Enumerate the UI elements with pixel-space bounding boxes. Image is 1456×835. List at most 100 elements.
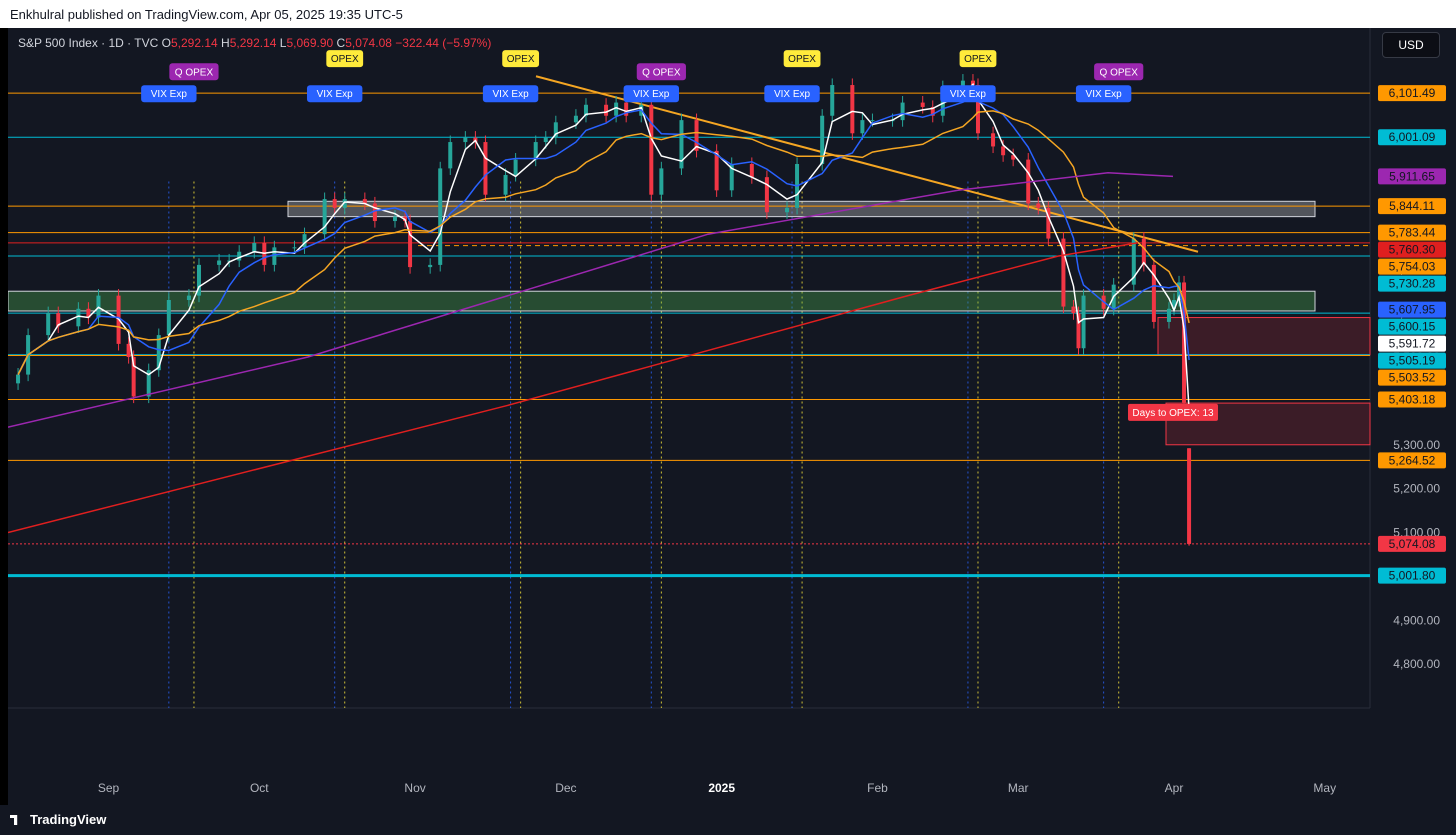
tradingview-icon — [10, 815, 18, 825]
tradingview-logo[interactable]: TradingView — [10, 812, 106, 827]
price-level-label: 5,607.95 — [1389, 303, 1436, 317]
x-tick-label: Nov — [404, 781, 425, 795]
candle-body — [1182, 282, 1187, 403]
event-tag-label: OPEX — [507, 54, 535, 65]
x-tick-label: Sep — [98, 781, 120, 795]
candle-body — [302, 234, 307, 248]
price-level-badge — [1378, 335, 1446, 352]
price-level-label: 5,760.30 — [1389, 243, 1436, 257]
event-tag-vix — [1075, 85, 1132, 103]
candle-body — [975, 85, 980, 134]
ma-blue — [17, 95, 1190, 375]
brand-bar: TradingView — [0, 805, 1456, 835]
candle-body — [920, 102, 925, 107]
low-label: L — [279, 36, 287, 50]
price-level-badge — [1378, 352, 1446, 369]
price-level-badge — [1378, 391, 1446, 408]
candle-body — [272, 247, 277, 265]
candle-body — [583, 104, 588, 116]
event-tag-label: Q OPEX — [642, 67, 681, 78]
event-tag-opex — [959, 50, 997, 68]
candle-body — [1166, 308, 1171, 322]
candle-body — [252, 242, 257, 252]
candle-body — [1177, 282, 1182, 300]
candle-body — [1151, 264, 1156, 322]
price-level-badge — [1378, 241, 1446, 258]
price-level-label: 5,783.44 — [1389, 226, 1436, 240]
candlestick-chart[interactable]: VIX Exp Q OPEX VIX Exp OPEX VIX Exp OPEX VIX E… — [8, 28, 1456, 805]
candle-body — [1076, 313, 1081, 349]
candle-body — [659, 168, 664, 195]
event-tag-label: OPEX — [331, 54, 359, 65]
event-tag-vix — [623, 85, 680, 103]
x-tick-label: Mar — [1008, 781, 1029, 795]
price-level-badge — [1378, 258, 1446, 275]
candle-body — [764, 177, 769, 213]
event-tag-label: Q OPEX — [175, 67, 214, 78]
candle-body — [503, 174, 508, 195]
candle-body — [392, 216, 397, 222]
brand-text: TradingView — [30, 812, 107, 827]
candle-body — [438, 168, 443, 265]
candle-body — [960, 80, 965, 88]
y-tick-label: 4,900.00 — [1393, 613, 1440, 627]
ma-red — [8, 242, 1139, 534]
candle-body — [1001, 146, 1006, 156]
price-level-label: 5,403.18 — [1389, 393, 1436, 407]
candle-body — [56, 313, 61, 327]
open-value: 5,292.14 — [170, 36, 218, 50]
price-level-badge — [1378, 275, 1446, 292]
event-tag-label: Q OPEX — [1100, 67, 1139, 78]
candle-body — [483, 142, 488, 195]
x-tick-label: Apr — [1165, 781, 1184, 795]
candle-body — [292, 247, 297, 249]
event-tag-qopex — [169, 63, 219, 81]
candle-body — [850, 85, 855, 134]
candle-body — [1061, 238, 1066, 307]
candle-body — [1046, 207, 1051, 239]
price-level-label: 5,600.15 — [1389, 320, 1436, 334]
candle-body — [553, 122, 558, 138]
currency-button[interactable]: USD — [1382, 32, 1440, 58]
candle-body — [991, 133, 996, 147]
low-value: 5,069.90 — [286, 36, 334, 50]
candle-body — [1081, 295, 1086, 349]
price-level-badge — [1378, 452, 1446, 469]
publisher-text: Enkhulral published on TradingView.com, … — [10, 7, 403, 22]
candle-body — [146, 370, 151, 397]
candle-body — [76, 308, 81, 327]
chart-area[interactable]: VIX Exp Q OPEX VIX Exp OPEX VIX Exp OPEX VIX E… — [8, 28, 1456, 805]
candle-body — [1036, 203, 1041, 208]
event-tag-label: VIX Exp — [774, 89, 811, 100]
event-tag-vix — [764, 85, 820, 103]
close-value: 5,074.08 — [345, 36, 392, 50]
price-level-badge — [1378, 369, 1446, 386]
candle-body — [1011, 155, 1016, 160]
candle-body — [860, 120, 865, 134]
event-tag-vix — [940, 85, 996, 103]
candle-body — [86, 308, 91, 318]
high-label: H — [221, 36, 230, 50]
candle-body — [227, 260, 232, 262]
price-level-badge — [1378, 129, 1446, 146]
candle-body — [820, 115, 825, 164]
candle-body — [930, 106, 935, 116]
publisher-bar: Enkhulral published on TradingView.com, … — [0, 0, 1456, 28]
price-level-badge — [1378, 85, 1446, 102]
candle-body — [533, 142, 538, 160]
opex-countdown-text: Days to OPEX: 13 — [1132, 408, 1214, 419]
close-label: C — [336, 36, 346, 50]
price-level-label: 5,754.03 — [1389, 260, 1436, 274]
resistance-zone — [287, 200, 1316, 218]
event-tag-opex — [326, 50, 364, 68]
event-tag-vix — [482, 85, 539, 103]
event-tag-label: VIX Exp — [950, 89, 987, 100]
candle-body — [166, 300, 171, 336]
price-level-label: 5,730.28 — [1389, 277, 1436, 291]
candle-body — [785, 207, 790, 213]
candle-body — [830, 85, 835, 116]
price-level-badge — [1378, 301, 1446, 318]
candle-body — [186, 295, 191, 300]
event-tag-label: VIX Exp — [151, 89, 188, 100]
candle-body — [714, 150, 719, 191]
